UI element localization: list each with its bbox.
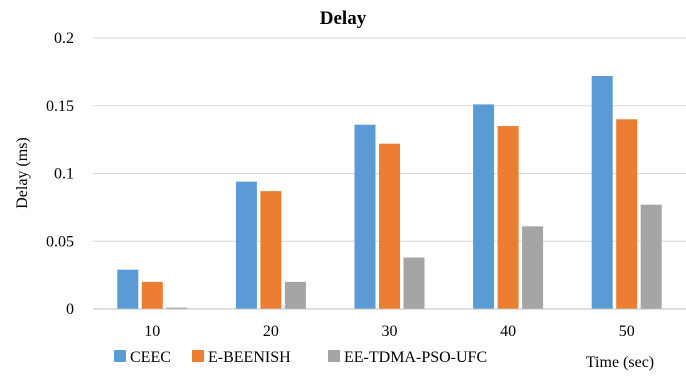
x-tick-label: 40 [500, 323, 516, 340]
legend-label: CEEC [130, 349, 171, 366]
x-tick-labels: 10 20 30 40 50 [144, 323, 634, 340]
bar-ceec [473, 104, 495, 310]
bar-ee-tdma-pso-ufc [522, 226, 544, 309]
bar-e-beenish [379, 143, 400, 309]
bar-ee-tdma-pso-ufc [640, 204, 662, 309]
legend-swatch [328, 350, 340, 362]
x-tick-label: 30 [382, 323, 398, 340]
y-tick-label: 0.15 [46, 98, 74, 115]
x-axis-label: Time (sec) [586, 354, 654, 371]
bar-ceec [117, 269, 139, 309]
bar-ceec [354, 124, 376, 309]
bar-e-beenish [141, 281, 163, 309]
legend-label: EE-TDMA-PSO-UFC [344, 349, 487, 366]
y-tick-label: 0.2 [54, 30, 74, 47]
bar-ee-tdma-pso-ufc [166, 307, 188, 309]
y-axis-label: Delay (ms) [14, 137, 31, 209]
bars [117, 75, 662, 310]
y-tick-label: 0.05 [46, 233, 74, 250]
legend-swatch [114, 350, 126, 362]
bar-ee-tdma-pso-ufc [403, 257, 425, 309]
legend-swatch [192, 350, 204, 362]
x-tick-label: 50 [619, 323, 635, 340]
chart-title: Delay [320, 8, 367, 29]
bar-ceec [591, 75, 613, 309]
y-tick-label: 0 [66, 301, 74, 318]
x-tick-label: 20 [263, 323, 279, 340]
legend: CEEC E-BEENISH EE-TDMA-PSO-UFC [114, 349, 487, 366]
y-tick-label: 0.1 [54, 166, 74, 183]
legend-label: E-BEENISH [208, 349, 291, 366]
y-tick-labels: 0 0.05 0.1 0.15 0.2 [46, 30, 74, 318]
bar-e-beenish [497, 126, 519, 309]
bar-ee-tdma-pso-ufc [284, 281, 306, 309]
x-tick-label: 10 [144, 323, 160, 340]
bar-ceec [235, 181, 257, 309]
bar-e-beenish [260, 191, 282, 309]
bar-e-beenish [616, 119, 638, 309]
